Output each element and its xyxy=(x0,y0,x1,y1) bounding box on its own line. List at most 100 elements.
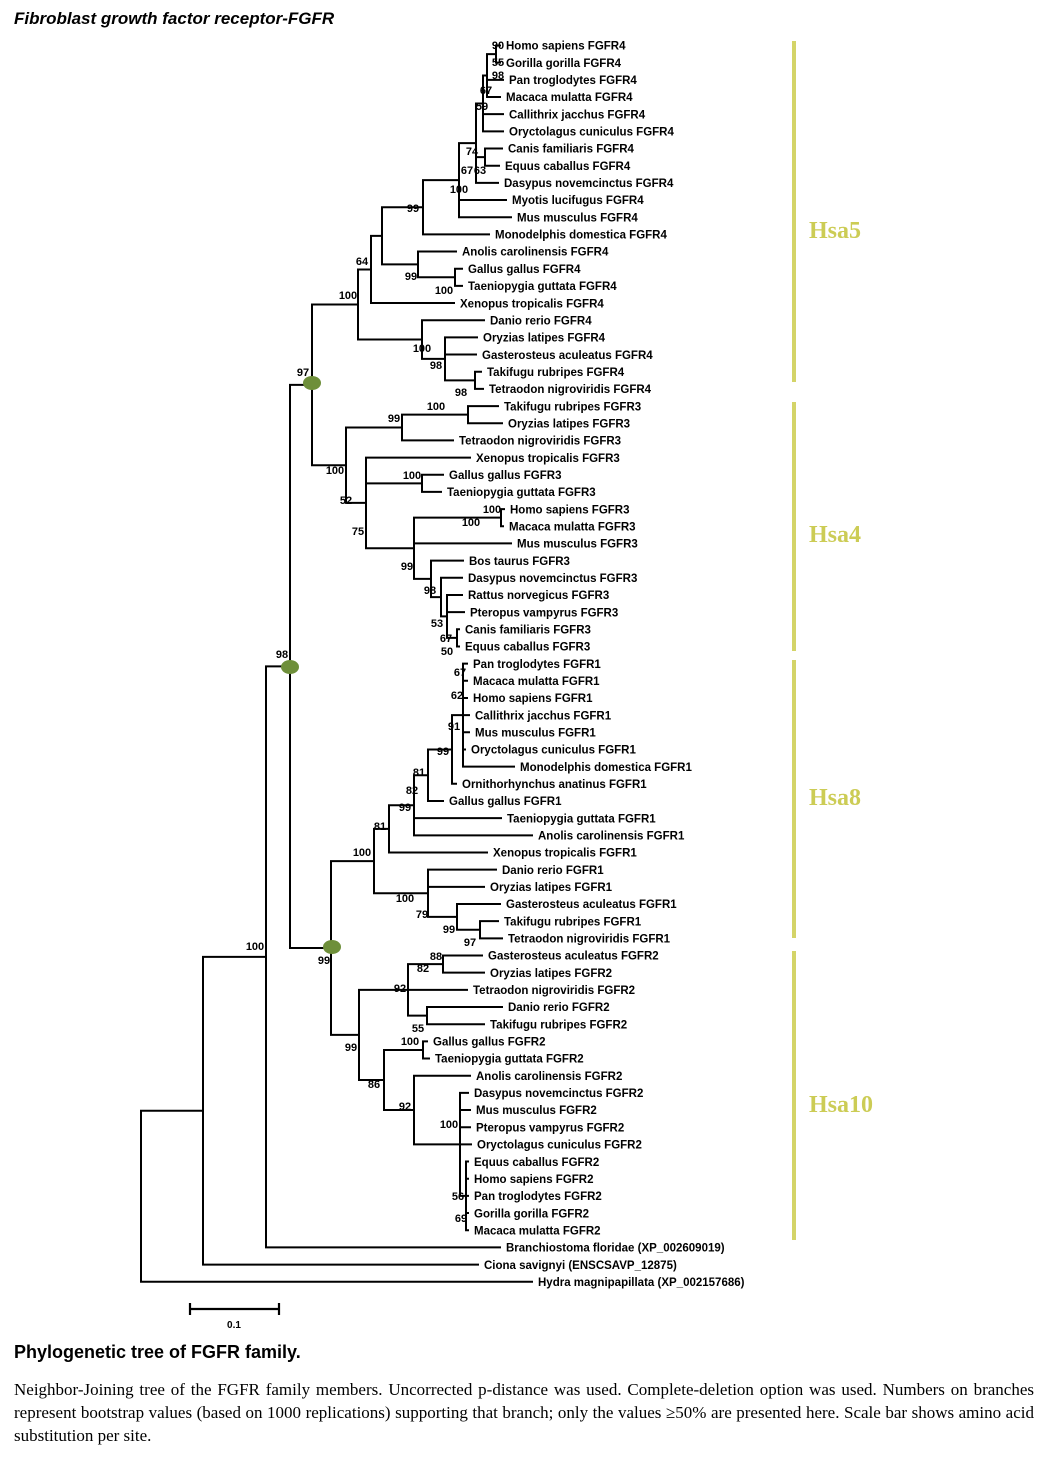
bootstrap-labels: 9055986759746367100999910064100100989897… xyxy=(246,40,504,1225)
bootstrap-value: 86 xyxy=(368,1079,380,1091)
leaf-label-monodelphis-domestica-fgfr1: Monodelphis domestica FGFR1 xyxy=(520,762,692,774)
leaf-label-tetraodon-nigroviridis-fgfr2: Tetraodon nigroviridis FGFR2 xyxy=(473,985,635,997)
figure-title: Fibroblast growth factor receptor-FGFR xyxy=(14,9,335,28)
bootstrap-value: 100 xyxy=(450,184,468,196)
group-label-hsa5: Hsa5 xyxy=(809,218,861,244)
leaf-label-pan-troglodytes-fgfr4: Pan troglodytes FGFR4 xyxy=(509,75,637,87)
leaf-label-homo-sapiens-fgfr1: Homo sapiens FGFR1 xyxy=(473,693,593,705)
scale-bar-line xyxy=(188,1303,281,1315)
leaf-label-takifugu-rubripes-fgfr2: Takifugu rubripes FGFR2 xyxy=(490,1019,627,1031)
bootstrap-value: 100 xyxy=(427,401,445,413)
bootstrap-value: 99 xyxy=(318,955,330,967)
bootstrap-value: 90 xyxy=(492,40,504,52)
leaf-label-oryctolagus-cuniculus-fgfr1: Oryctolagus cuniculus FGFR1 xyxy=(471,745,636,757)
leaf-label-canis-familiaris-fgfr3: Canis familiaris FGFR3 xyxy=(465,624,591,636)
leaf-label-callithrix-jacchus-fgfr1: Callithrix jacchus FGFR1 xyxy=(475,710,612,722)
bootstrap-value: 98 xyxy=(492,70,504,82)
bootstrap-value: 81 xyxy=(374,821,386,833)
bootstrap-value: 92 xyxy=(399,1101,411,1113)
bootstrap-value: 98 xyxy=(276,649,288,661)
bootstrap-value: 91 xyxy=(448,721,460,733)
bootstrap-value: 67 xyxy=(454,667,466,679)
bootstrap-value: 56 xyxy=(452,1191,464,1203)
leaf-label-oryzias-latipes-fgfr4: Oryzias latipes FGFR4 xyxy=(483,333,606,345)
bootstrap-value: 100 xyxy=(440,1119,458,1131)
leaf-label-xenopus-tropicalis-fgfr4: Xenopus tropicalis FGFR4 xyxy=(460,298,604,310)
leaf-label-oryctolagus-cuniculus-fgfr2: Oryctolagus cuniculus FGFR2 xyxy=(477,1140,642,1152)
bootstrap-value: 100 xyxy=(339,290,357,302)
leaf-labels: Homo sapiens FGFR4 Gorilla gorilla FGFR4 P… xyxy=(433,41,745,1289)
bootstrap-value: 82 xyxy=(406,785,418,797)
group-label-hsa8: Hsa8 xyxy=(809,785,861,811)
leaf-label-equus-caballus-fgfr2: Equus caballus FGFR2 xyxy=(474,1157,599,1169)
leaf-label-bos-taurus-fgfr3: Bos taurus FGFR3 xyxy=(469,556,570,568)
bootstrap-value: 74 xyxy=(466,146,479,158)
leaf-label-takifugu-rubripes-fgfr1: Takifugu rubripes FGFR1 xyxy=(504,916,642,928)
leaf-label-xenopus-tropicalis-fgfr3: Xenopus tropicalis FGFR3 xyxy=(476,453,620,465)
leaf-label-macaca-mulatta-fgfr4: Macaca mulatta FGFR4 xyxy=(506,92,633,104)
leaf-label-macaca-mulatta-fgfr2: Macaca mulatta FGFR2 xyxy=(474,1225,601,1237)
bootstrap-value: 67 xyxy=(440,633,452,645)
bootstrap-value: 82 xyxy=(417,963,429,975)
leaf-label-branchiostoma-floridae-xp-002609019: Branchiostoma floridae (XP_002609019) xyxy=(506,1243,725,1255)
group-label-hsa4: Hsa4 xyxy=(809,522,861,548)
leaf-label-anolis-carolinensis-fgfr1: Anolis carolinensis FGFR1 xyxy=(538,831,685,843)
leaf-label-ornithorhynchus-anatinus-fgfr1: Ornithorhynchus anatinus FGFR1 xyxy=(462,779,647,791)
bootstrap-value: 92 xyxy=(394,983,406,995)
bootstrap-value: 59 xyxy=(476,101,488,113)
bootstrap-value: 100 xyxy=(326,465,344,477)
leaf-label-oryzias-latipes-fgfr2: Oryzias latipes FGFR2 xyxy=(490,968,612,980)
tree-branches xyxy=(140,44,533,1283)
leaf-label-dasypus-novemcinctus-fgfr4: Dasypus novemcinctus FGFR4 xyxy=(504,178,674,190)
bootstrap-value: 81 xyxy=(413,767,425,779)
scale-bar: 0.1 xyxy=(188,1303,281,1331)
leaf-label-gallus-gallus-fgfr4: Gallus gallus FGFR4 xyxy=(468,264,581,276)
branch-lines xyxy=(140,44,533,1283)
leaf-label-mus-musculus-fgfr4: Mus musculus FGFR4 xyxy=(517,212,638,224)
leaf-label-mus-musculus-fgfr3: Mus musculus FGFR3 xyxy=(517,539,638,551)
bootstrap-value: 55 xyxy=(492,57,504,69)
bootstrap-value: 55 xyxy=(412,1023,424,1035)
leaf-label-tetraodon-nigroviridis-fgfr4: Tetraodon nigroviridis FGFR4 xyxy=(489,384,652,396)
leaf-label-takifugu-rubripes-fgfr4: Takifugu rubripes FGFR4 xyxy=(487,367,625,379)
bootstrap-value: 99 xyxy=(345,1042,357,1054)
leaf-label-homo-sapiens-fgfr3: Homo sapiens FGFR3 xyxy=(510,504,630,516)
leaf-label-oryctolagus-cuniculus-fgfr4: Oryctolagus cuniculus FGFR4 xyxy=(509,127,674,139)
bootstrap-value: 99 xyxy=(407,203,419,215)
leaf-label-mus-musculus-fgfr1: Mus musculus FGFR1 xyxy=(475,728,596,740)
bootstrap-value: 98 xyxy=(424,585,436,597)
leaf-label-tetraodon-nigroviridis-fgfr3: Tetraodon nigroviridis FGFR3 xyxy=(459,436,621,448)
bootstrap-value: 99 xyxy=(443,924,455,936)
leaf-label-taeniopygia-guttata-fgfr3: Taeniopygia guttata FGFR3 xyxy=(447,487,596,499)
duplication-node-marker xyxy=(323,940,341,954)
group-label-hsa10: Hsa10 xyxy=(809,1092,873,1118)
leaf-label-gasterosteus-aculeatus-fgfr1: Gasterosteus aculeatus FGFR1 xyxy=(506,899,677,911)
leaf-label-equus-caballus-fgfr3: Equus caballus FGFR3 xyxy=(465,642,590,654)
leaf-label-macaca-mulatta-fgfr1: Macaca mulatta FGFR1 xyxy=(473,676,600,688)
bootstrap-value: 99 xyxy=(388,413,400,425)
bootstrap-value: 53 xyxy=(431,618,443,630)
bootstrap-value: 100 xyxy=(401,1036,419,1048)
leaf-label-myotis-lucifugus-fgfr4: Myotis lucifugus FGFR4 xyxy=(512,195,644,207)
node-markers xyxy=(281,376,341,954)
bootstrap-value: 52 xyxy=(340,495,352,507)
leaf-label-homo-sapiens-fgfr4: Homo sapiens FGFR4 xyxy=(506,41,626,53)
bootstrap-value: 67 xyxy=(480,85,492,97)
scale-bar-label: 0.1 xyxy=(227,1320,241,1331)
leaf-label-callithrix-jacchus-fgfr4: Callithrix jacchus FGFR4 xyxy=(509,109,646,121)
leaf-label-gorilla-gorilla-fgfr2: Gorilla gorilla FGFR2 xyxy=(474,1208,589,1220)
leaf-label-gallus-gallus-fgfr1: Gallus gallus FGFR1 xyxy=(449,796,562,808)
bootstrap-value: 75 xyxy=(352,526,364,538)
bootstrap-value: 100 xyxy=(462,517,480,529)
leaf-label-danio-rerio-fgfr4: Danio rerio FGFR4 xyxy=(490,315,592,327)
bootstrap-value: 100 xyxy=(403,470,421,482)
caption-body: Neighbor-Joining tree of the FGFR family… xyxy=(14,1380,1034,1445)
bootstrap-value: 62 xyxy=(451,690,463,702)
leaf-label-tetraodon-nigroviridis-fgfr1: Tetraodon nigroviridis FGFR1 xyxy=(508,934,671,946)
leaf-label-dasypus-novemcinctus-fgfr3: Dasypus novemcinctus FGFR3 xyxy=(468,573,637,585)
leaf-label-oryzias-latipes-fgfr3: Oryzias latipes FGFR3 xyxy=(508,418,630,430)
bootstrap-value: 97 xyxy=(464,937,476,949)
bootstrap-value: 100 xyxy=(246,941,264,953)
bootstrap-value: 97 xyxy=(297,367,309,379)
leaf-label-gasterosteus-aculeatus-fgfr2: Gasterosteus aculeatus FGFR2 xyxy=(488,951,659,963)
